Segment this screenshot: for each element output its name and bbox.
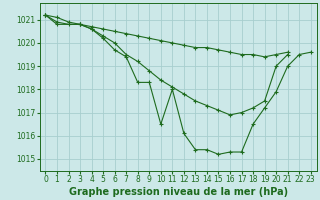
X-axis label: Graphe pression niveau de la mer (hPa): Graphe pression niveau de la mer (hPa) [68, 187, 288, 197]
